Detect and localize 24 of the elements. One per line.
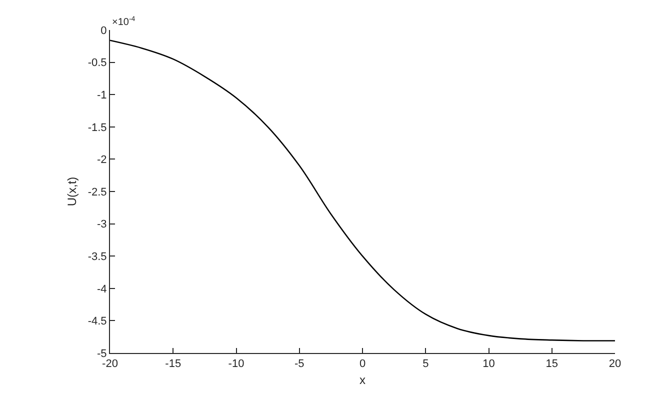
x-tick-label: -20 <box>102 358 118 370</box>
y-axis-title: U(x,t) <box>65 176 80 206</box>
x-tick-label: 0 <box>359 358 366 370</box>
x-tick-label: -5 <box>294 358 304 370</box>
y-tick-label: -1.5 <box>88 122 107 134</box>
x-tick-label: -10 <box>228 358 244 370</box>
y-tick-label: -5 <box>97 348 107 360</box>
y-tick-label: -2.5 <box>88 186 107 198</box>
x-tick-label: 15 <box>546 358 558 370</box>
y-tick-label: -0.5 <box>88 57 107 70</box>
x-tick-label: -15 <box>165 358 182 370</box>
text: ×10$^{-4}$ <box>112 16 136 28</box>
y-tick-label: -4 <box>97 283 107 296</box>
y-tick-label: -3.5 <box>88 250 107 263</box>
y-tick-label: 0 <box>100 24 107 37</box>
x-tick-label: 20 <box>608 358 622 370</box>
line-series <box>110 40 615 342</box>
x-tick-label: 5 <box>422 358 429 370</box>
y-tick-label: -4.5 <box>88 316 107 328</box>
y-tick-label: -1 <box>97 89 107 102</box>
y-tick-label: -3 <box>97 218 107 231</box>
x-axis-title: x <box>360 373 366 388</box>
y-tick-label: -2 <box>97 154 107 166</box>
x-tick-label: 10 <box>482 358 495 370</box>
